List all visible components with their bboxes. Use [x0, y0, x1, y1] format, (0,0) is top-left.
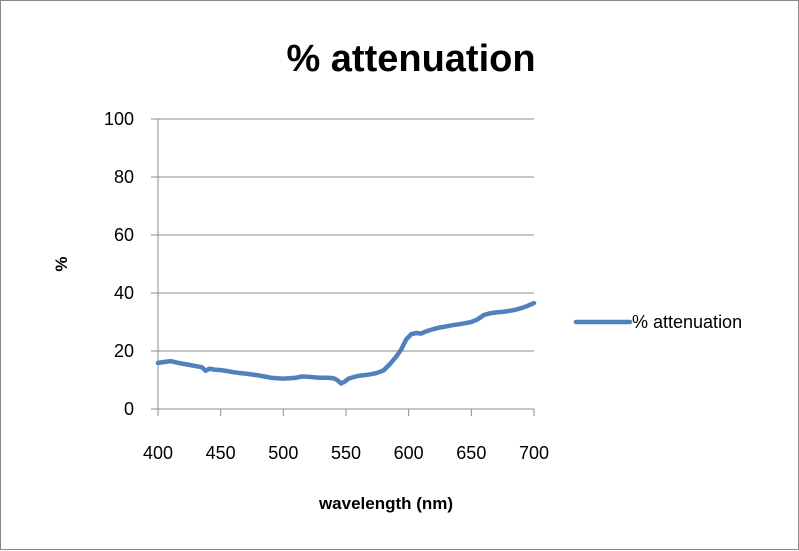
legend-label: % attenuation [632, 312, 742, 332]
y-axis-tick-labels: 0 20 40 60 80 100 [104, 109, 134, 419]
y-axis-title: % [52, 256, 71, 271]
x-axis-title: wavelength (nm) [318, 494, 453, 513]
x-tick-label: 550 [331, 443, 361, 463]
data-series [155, 300, 537, 386]
y-tick-label: 40 [114, 283, 134, 303]
y-tick-label: 0 [124, 399, 134, 419]
chart-title: % attenuation [286, 38, 535, 80]
x-tick-label: 700 [519, 443, 549, 463]
x-tick-label: 500 [268, 443, 298, 463]
x-tick-label: 600 [394, 443, 424, 463]
y-tick-label: 100 [104, 109, 134, 129]
x-tick-label: 400 [143, 443, 173, 463]
x-tick-label: 650 [456, 443, 486, 463]
x-axis-tick-labels: 400 450 500 550 600 650 700 [143, 443, 549, 463]
legend: % attenuation [573, 312, 742, 332]
x-tick-label: 450 [206, 443, 236, 463]
y-tick-label: 80 [114, 167, 134, 187]
gridlines [158, 118, 534, 352]
series-line-0 [155, 300, 537, 386]
y-tick-label: 60 [114, 225, 134, 245]
y-tick-label: 20 [114, 341, 134, 361]
